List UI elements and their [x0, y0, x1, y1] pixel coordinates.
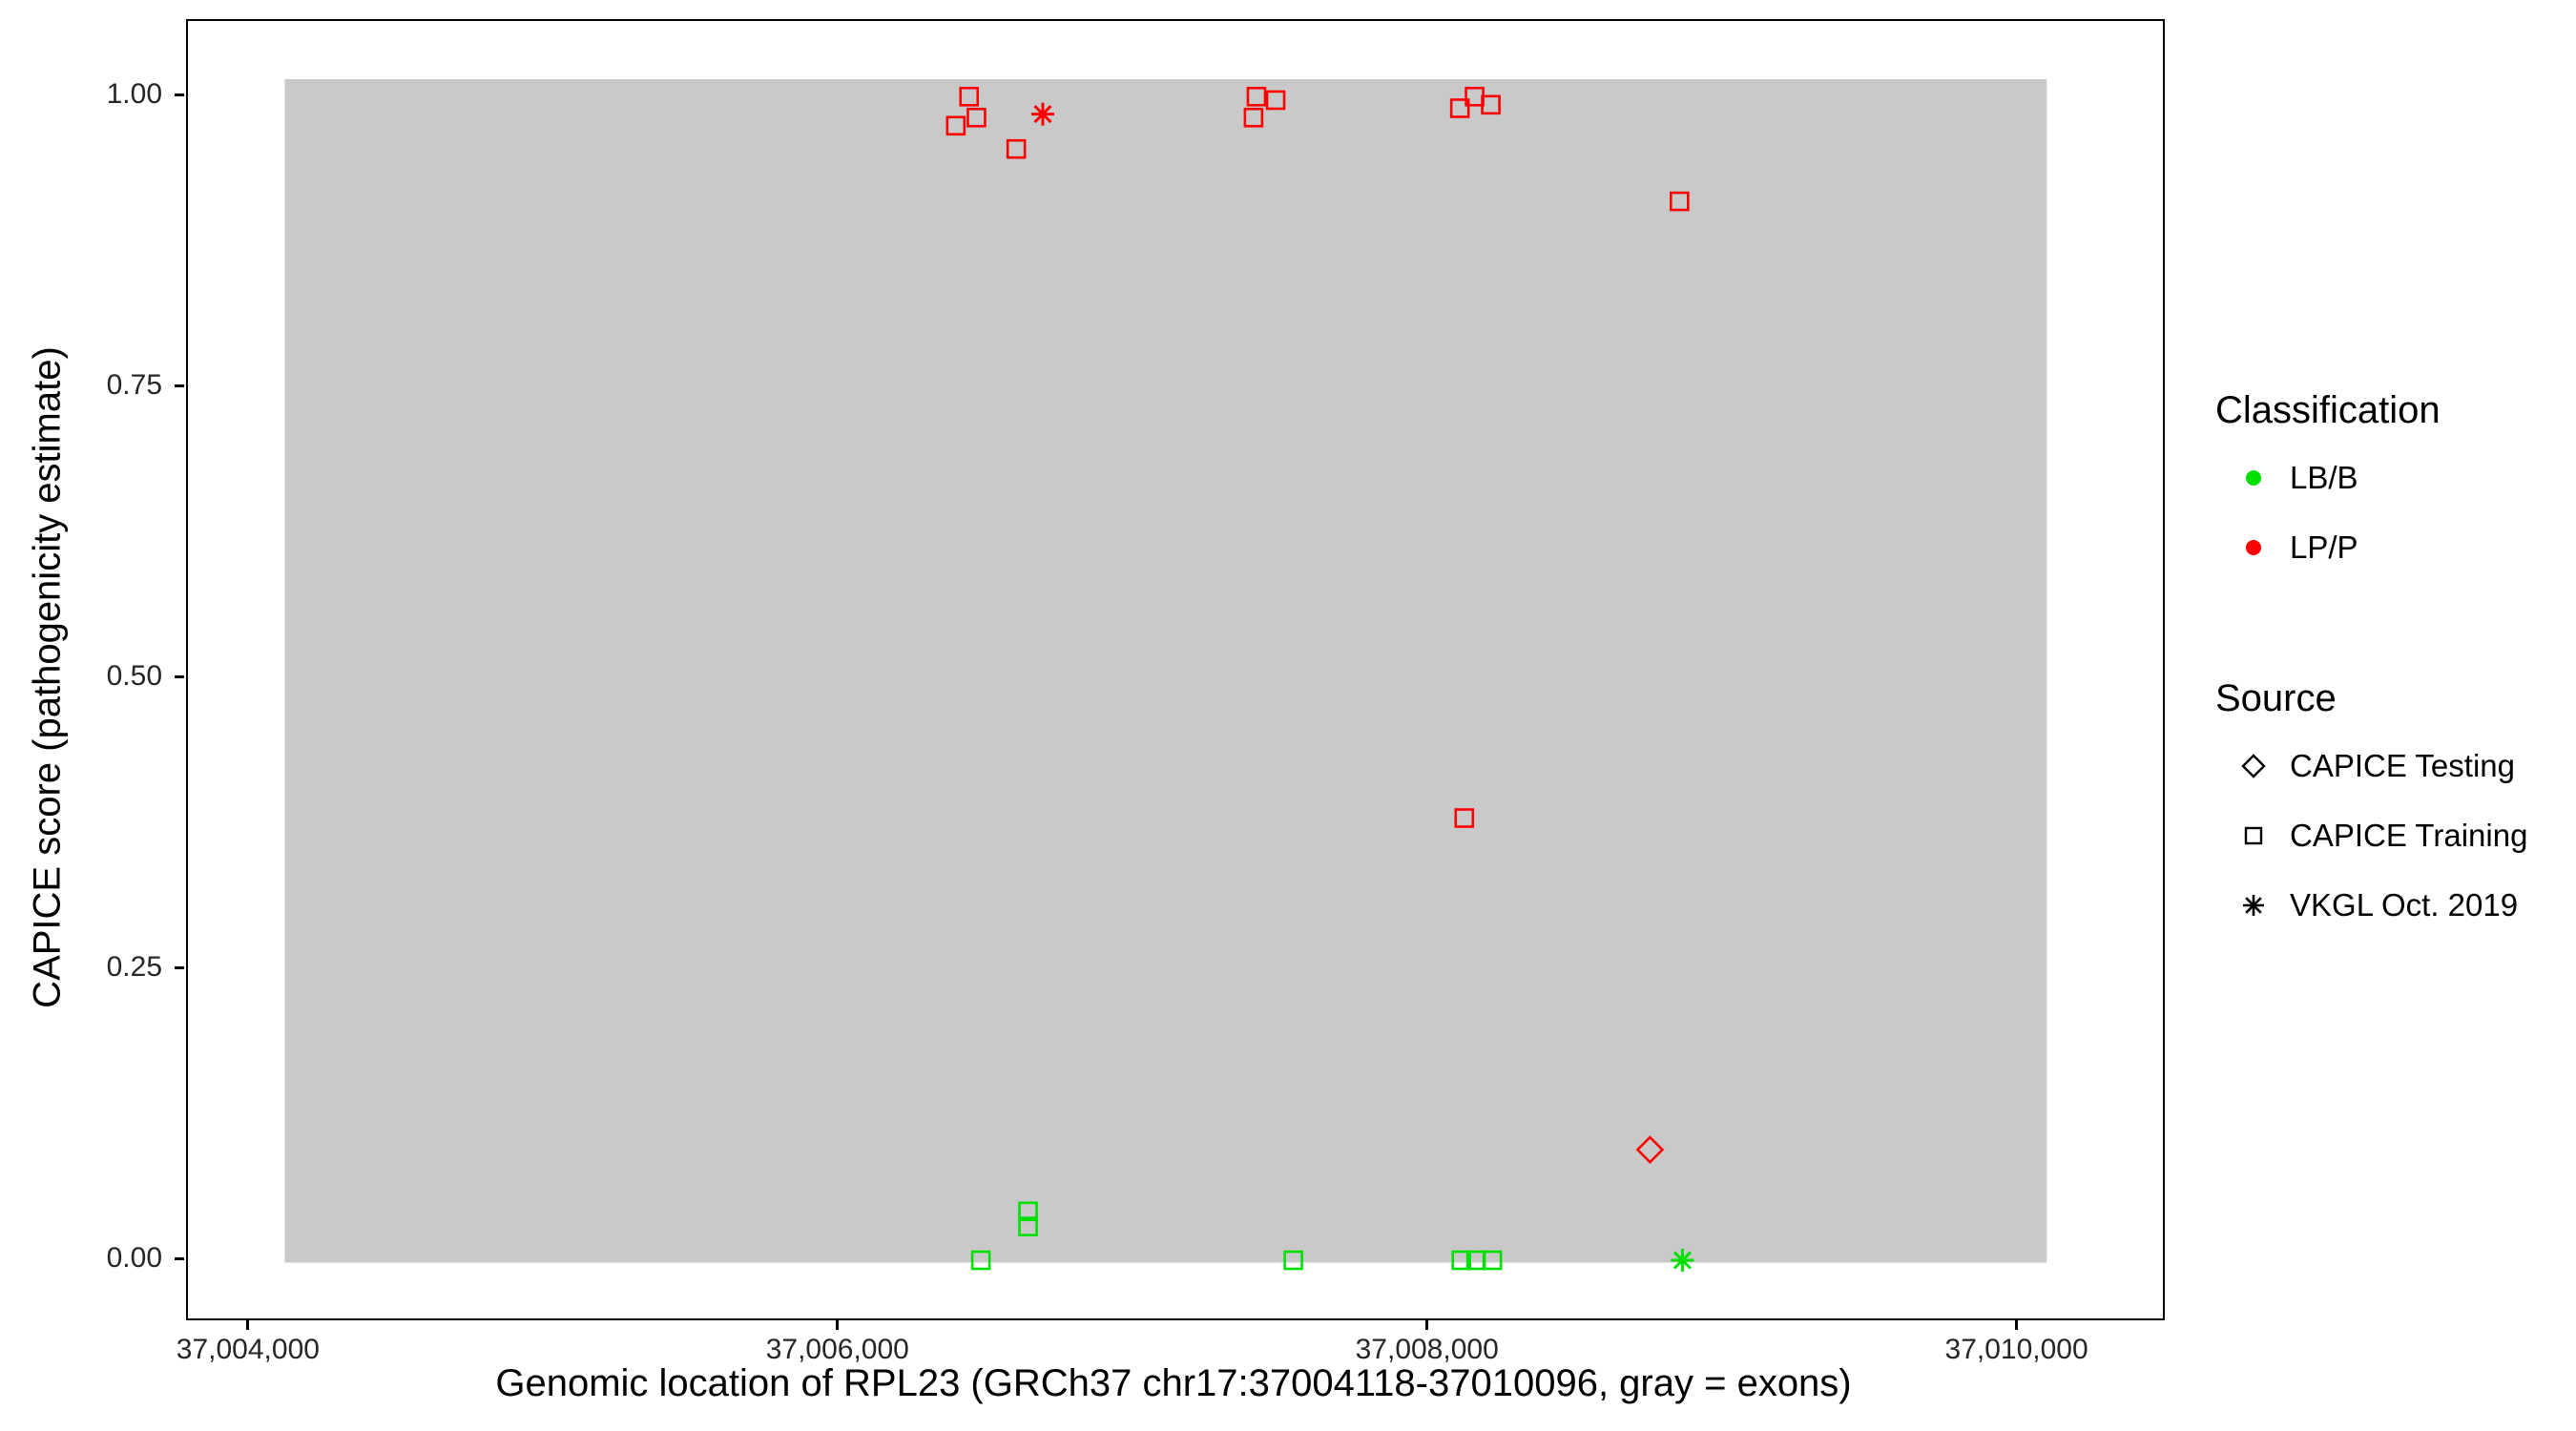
data-point-asterisk — [1671, 1249, 1694, 1273]
data-point-square — [1018, 1201, 1038, 1222]
data-point-square — [1265, 90, 1286, 111]
data-point-diamond — [1635, 1135, 1665, 1164]
y-tick-mark — [175, 965, 184, 969]
data-point-square — [1451, 1250, 1471, 1271]
data-point-square — [1243, 107, 1264, 128]
data-point-square — [1246, 86, 1267, 107]
x-tick-label: 37,004,000 — [176, 1334, 320, 1365]
x-tick-mark — [2015, 1320, 2019, 1330]
legend-item-vkgl: VKGL Oct. 2019 — [2215, 884, 2527, 926]
data-point-square — [1670, 191, 1690, 212]
legend-classification-title: Classification — [2215, 389, 2441, 431]
data-point-square — [1449, 98, 1470, 118]
legend-item-label: CAPICE Training — [2290, 818, 2528, 853]
data-point-square — [1018, 1216, 1038, 1236]
data-point-square — [1006, 138, 1027, 159]
data-point-square — [959, 86, 980, 107]
data-point-square — [1482, 1250, 1503, 1271]
y-tick-mark — [175, 93, 184, 96]
legend-item-lpp: LP/P — [2215, 527, 2527, 569]
x-tick-label: 37,006,000 — [765, 1334, 909, 1365]
asterisk-icon — [2243, 895, 2264, 916]
legend-item-capice-testing: CAPICE Testing — [2215, 745, 2527, 787]
plot-panel — [186, 19, 2165, 1320]
data-point-square — [970, 1250, 991, 1271]
data-point-asterisk — [1030, 102, 1054, 126]
legend-item-label: VKGL Oct. 2019 — [2290, 887, 2519, 923]
diamond-open-icon — [2241, 754, 2266, 778]
y-tick-label: 1.00 — [106, 78, 162, 111]
legend-item-label: LB/B — [2290, 460, 2358, 495]
square-open-icon — [2244, 826, 2263, 845]
data-point-square — [1283, 1250, 1303, 1271]
y-tick-label: 0.25 — [106, 951, 162, 984]
legend: Classification LB/B LP/P Source CAPICE T… — [2215, 389, 2527, 954]
data-point-square — [1481, 94, 1501, 115]
legend-item-label: LP/P — [2290, 529, 2358, 565]
legend-item-lbb: LB/B — [2215, 457, 2527, 499]
x-tick-label: 37,008,000 — [1355, 1334, 1499, 1365]
x-tick-mark — [1425, 1320, 1429, 1330]
data-point-square — [945, 115, 966, 136]
legend-source-title: Source — [2215, 677, 2337, 719]
y-tick-label: 0.75 — [106, 369, 162, 402]
data-point-square — [1454, 808, 1475, 828]
legend-item-capice-training: CAPICE Training — [2215, 815, 2527, 857]
exon-region — [284, 78, 2047, 1263]
y-tick-label: 0.00 — [106, 1242, 162, 1274]
data-point-square — [966, 107, 987, 128]
x-tick-mark — [836, 1320, 840, 1330]
legend-item-label: CAPICE Testing — [2290, 748, 2515, 783]
x-tick-label: 37,010,000 — [1944, 1334, 2088, 1365]
lbb-dot-icon — [2246, 470, 2261, 486]
y-tick-mark — [175, 384, 184, 387]
lpp-dot-icon — [2246, 540, 2261, 555]
plot-area — [284, 78, 2047, 1273]
y-tick-mark — [175, 674, 184, 678]
y-tick-label: 0.50 — [106, 660, 162, 693]
y-tick-mark — [175, 1256, 184, 1260]
x-axis-title: Genomic location of RPL23 (GRCh37 chr17:… — [495, 1362, 1852, 1404]
legend-spacer — [2215, 596, 2527, 677]
x-tick-mark — [246, 1320, 250, 1330]
